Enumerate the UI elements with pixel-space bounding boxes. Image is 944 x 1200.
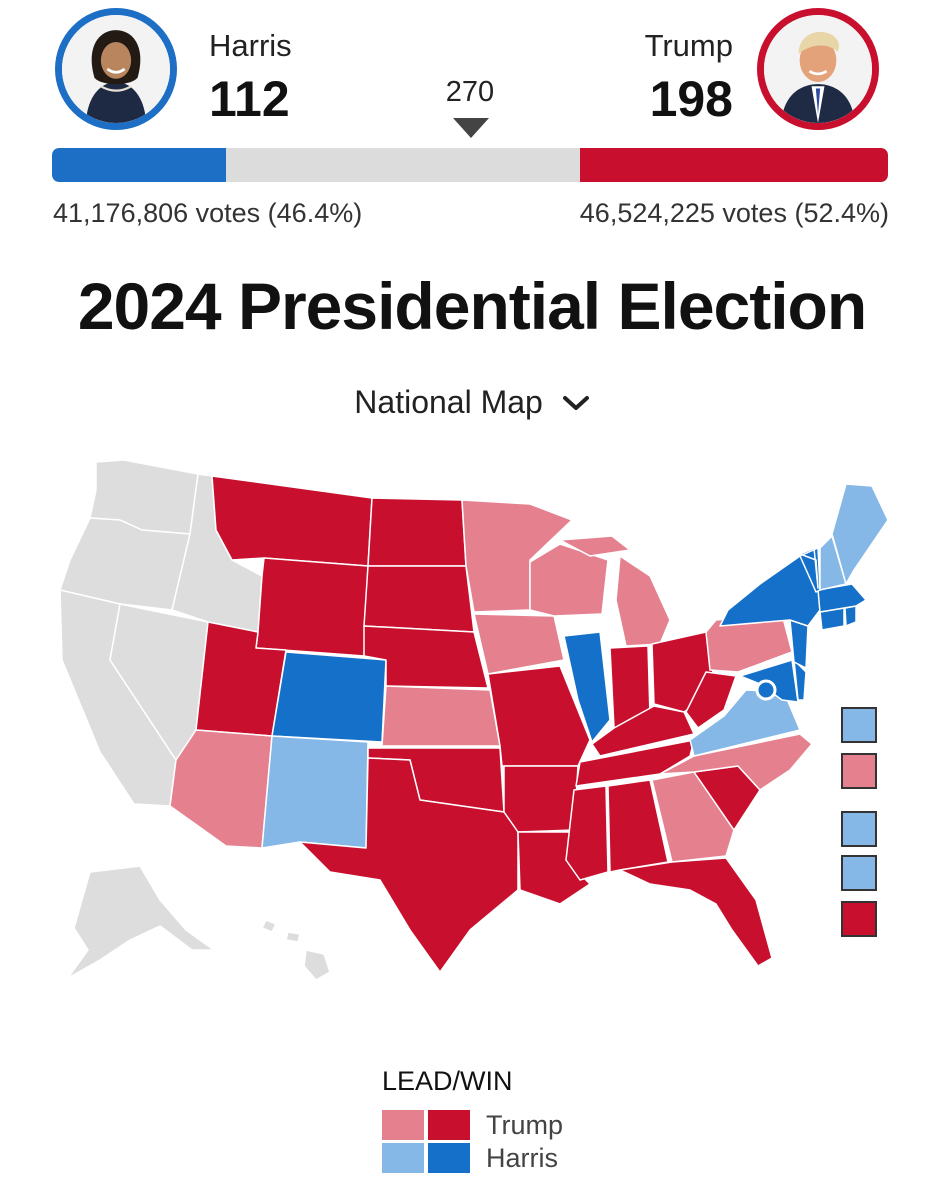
chevron-down-icon: [562, 395, 589, 410]
page-title: 2024 Presidential Election: [77, 269, 867, 343]
map-selector-label: National Map: [354, 384, 543, 421]
small-state-box[interactable]: [841, 901, 877, 937]
state-wi[interactable]: [529, 543, 609, 617]
legend-trump-label: Trump: [486, 1110, 564, 1140]
state-sd[interactable]: [363, 565, 475, 633]
harris-portrait-icon: [62, 15, 170, 123]
state-nc[interactable]: [659, 733, 813, 791]
small-state-box[interactable]: [841, 707, 877, 743]
state-nd[interactable]: [367, 497, 467, 567]
state-de[interactable]: [793, 659, 807, 701]
small-state-box[interactable]: [841, 855, 877, 891]
state-ri[interactable]: [844, 605, 857, 627]
state-co[interactable]: [271, 651, 387, 743]
harris-electoral-votes: 112: [209, 71, 290, 127]
harris-name: Harris: [209, 28, 292, 63]
electoral-vote-bar: [52, 148, 888, 182]
threshold-marker-icon: [453, 118, 489, 138]
state-tn[interactable]: [575, 739, 695, 787]
trump-vote-bar: [580, 148, 888, 182]
trump-name: Trump: [644, 28, 733, 63]
legend-harris-label: Harris: [486, 1143, 558, 1173]
trump-portrait-icon: [764, 15, 872, 123]
state-mt[interactable]: [211, 475, 373, 567]
state-ks[interactable]: [381, 685, 501, 747]
state-az[interactable]: [169, 729, 273, 849]
threshold-label: 270: [445, 76, 495, 108]
state-pa[interactable]: [705, 613, 793, 673]
state-me[interactable]: [831, 483, 889, 585]
legend-title: LEAD/WIN: [382, 1066, 513, 1096]
trump-electoral-votes: 198: [649, 71, 733, 127]
state-wy[interactable]: [255, 557, 369, 657]
trump-popular-votes: 46,524,225 votes (52.4%): [579, 198, 889, 228]
small-state-box[interactable]: [841, 753, 877, 789]
state-nm[interactable]: [261, 735, 369, 849]
legend-trump-win-swatch: [428, 1110, 470, 1140]
state-ga[interactable]: [651, 771, 735, 863]
dc-marker[interactable]: [755, 679, 777, 701]
us-election-map: [59, 459, 889, 981]
state-ma[interactable]: [817, 583, 867, 613]
state-wv[interactable]: [685, 671, 737, 729]
small-state-box[interactable]: [841, 811, 877, 847]
state-ms[interactable]: [565, 785, 609, 881]
state-vt[interactable]: [799, 547, 821, 593]
harris-vote-bar: [52, 148, 227, 182]
state-ia[interactable]: [473, 613, 565, 675]
legend-harris-win-swatch: [428, 1143, 470, 1173]
map-selector-dropdown[interactable]: National Map: [0, 382, 944, 421]
state-ky[interactable]: [591, 705, 695, 757]
harris-photo: [55, 8, 177, 130]
legend-trump-lead-swatch: [382, 1110, 424, 1140]
state-il[interactable]: [563, 631, 611, 743]
state-ak[interactable]: [67, 865, 215, 979]
legend-harris-lead-swatch: [382, 1143, 424, 1173]
state-fl[interactable]: [619, 857, 773, 967]
state-hi[interactable]: [261, 919, 331, 981]
harris-popular-votes: 41,176,806 votes (46.4%): [53, 198, 363, 228]
state-ar[interactable]: [503, 765, 579, 833]
trump-photo: [757, 8, 879, 130]
state-tx[interactable]: [299, 757, 519, 973]
